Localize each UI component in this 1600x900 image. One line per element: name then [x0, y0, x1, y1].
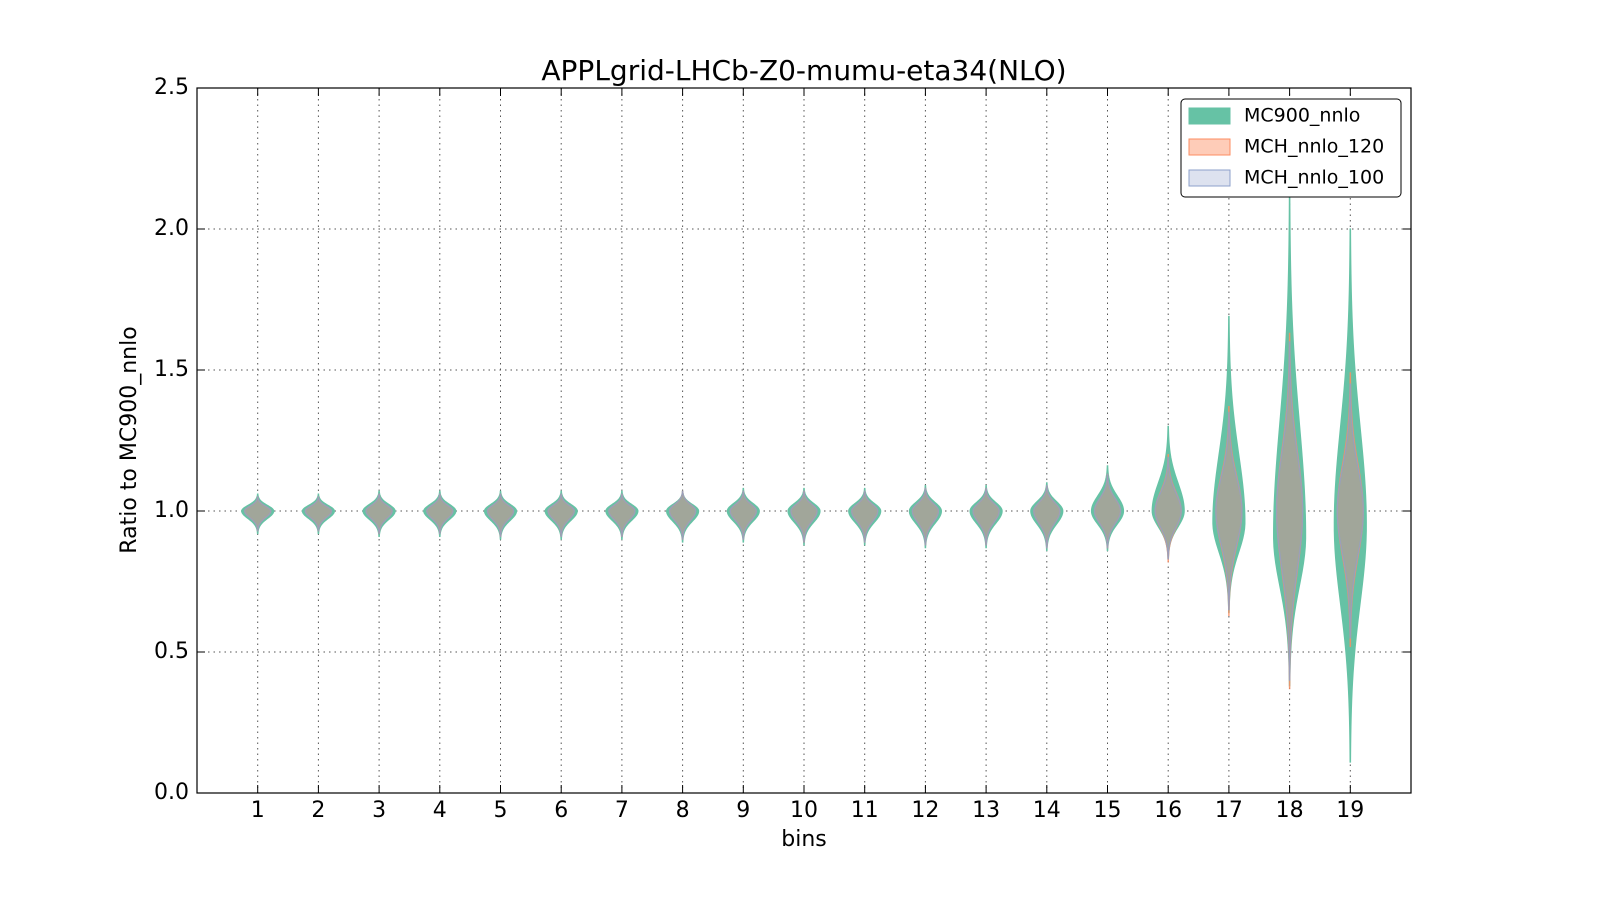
x-tick-label: 12	[911, 798, 939, 823]
violin	[301, 493, 336, 535]
x-tick-label: 2	[311, 798, 325, 823]
y-axis-label: Ratio to MC900_nnlo	[117, 326, 142, 553]
x-tick-label: 14	[1033, 798, 1061, 823]
violin	[544, 490, 578, 540]
x-tick-label: 5	[494, 798, 508, 823]
y-tick-label: 2.5	[154, 75, 189, 100]
violin	[1030, 482, 1064, 552]
legend: MC900_nnlo MCH_nnlo_120 MCH_nnlo_100	[1180, 98, 1402, 198]
x-tick-label: 10	[790, 798, 818, 823]
violin	[1215, 411, 1243, 611]
x-tick-label: 3	[372, 798, 386, 823]
violins	[241, 194, 1367, 763]
legend-swatch	[1188, 169, 1231, 187]
violin	[1212, 315, 1246, 614]
violin	[1333, 228, 1367, 763]
x-tick-label: 15	[1094, 798, 1122, 823]
violin	[790, 490, 818, 543]
violin	[729, 490, 757, 540]
x-tick-label: 17	[1215, 798, 1243, 823]
x-tick-label: 9	[736, 798, 750, 823]
x-tick-label: 8	[676, 798, 690, 823]
violin	[244, 496, 272, 532]
violin	[423, 490, 457, 537]
violin	[608, 493, 636, 537]
x-tick-label: 13	[972, 798, 1000, 823]
x-tick-label: 18	[1276, 798, 1304, 823]
violin	[241, 493, 275, 535]
violin	[1093, 473, 1122, 549]
violin	[1336, 383, 1364, 639]
violin	[547, 493, 575, 537]
violin	[1275, 341, 1304, 681]
violin	[365, 493, 393, 535]
violin	[483, 490, 518, 540]
x-tick-label: 6	[554, 798, 568, 823]
legend-label: MCH_nnlo_100	[1244, 167, 1384, 189]
violin	[486, 493, 515, 537]
violin	[908, 485, 942, 549]
x-axis-label: bins	[781, 827, 826, 852]
violin	[1033, 485, 1061, 549]
y-tick-label: 0.0	[154, 780, 189, 805]
x-tick-label: 11	[851, 798, 879, 823]
violin	[787, 487, 821, 546]
y-tick-label: 2.0	[154, 216, 189, 241]
y-tick-label: 0.5	[154, 639, 189, 664]
violin	[969, 485, 1003, 549]
y-tick-label: 1.5	[154, 357, 189, 382]
violin	[848, 487, 882, 546]
x-tick-label: 1	[251, 798, 265, 823]
violin	[668, 490, 697, 540]
violin	[304, 496, 333, 532]
chart-title: APPLgrid-LHCb-Z0-mumu-eta34(NLO)	[541, 54, 1066, 87]
x-tick-label: 19	[1336, 798, 1364, 823]
violin	[972, 487, 1000, 546]
x-tick-label: 4	[433, 798, 447, 823]
x-tick-label: 16	[1154, 798, 1182, 823]
legend-swatch	[1188, 138, 1231, 156]
violin	[1154, 456, 1182, 560]
legend-label: MCH_nnlo_120	[1244, 136, 1384, 158]
violin	[851, 490, 879, 543]
legend-label: MC900_nnlo	[1244, 105, 1360, 127]
axes: 0.00.51.01.52.02.51 2 3 4 5 6 7 8 9 10 11 12 13 14 15 1…	[154, 75, 1411, 823]
violin	[911, 487, 940, 546]
violin	[426, 493, 454, 535]
violin	[362, 490, 396, 537]
violin	[726, 487, 760, 543]
violin	[605, 490, 639, 540]
y-tick-label: 1.0	[154, 498, 189, 523]
x-tick-label: 7	[615, 798, 629, 823]
legend-swatch	[1188, 107, 1231, 125]
violin	[1090, 465, 1125, 552]
legend-box	[1180, 98, 1402, 198]
